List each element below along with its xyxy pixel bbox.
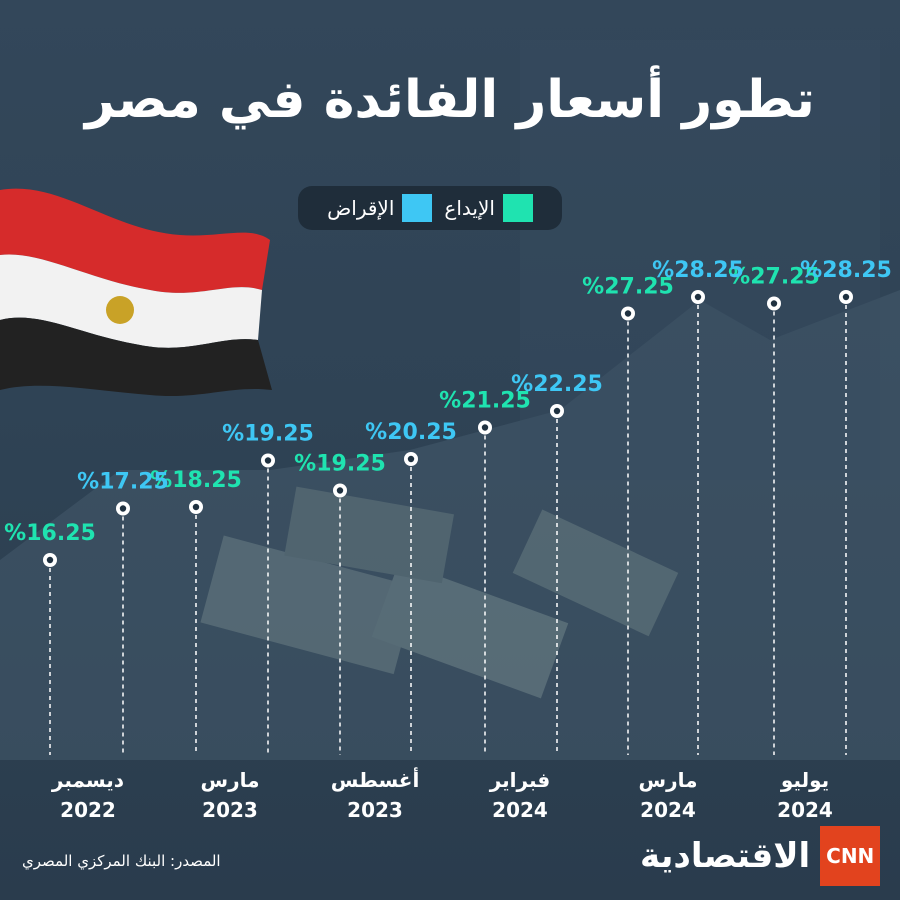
data-point-center: [624, 310, 632, 317]
tick-year: 2022: [60, 798, 116, 822]
data-point-center: [264, 457, 272, 464]
data-label: %28.25: [800, 258, 892, 283]
data-label: %19.25: [222, 422, 314, 447]
data-point-center: [336, 487, 344, 494]
tick-year: 2024: [492, 798, 548, 822]
data-label: %27.25: [728, 265, 820, 290]
tick-year: 2024: [777, 798, 833, 822]
egypt-flag-icon: [0, 188, 272, 397]
tick-month: مارس: [638, 768, 698, 792]
data-point-center: [842, 293, 850, 301]
data-label: %20.25: [365, 420, 457, 445]
legend: الإقراض الإيداع: [298, 186, 562, 230]
building-silhouette: [520, 40, 880, 480]
tick-month: مارس: [200, 768, 260, 792]
data-point-center: [192, 503, 200, 511]
x-tick-label: مارس 2023: [170, 765, 290, 825]
data-label: %17.25: [77, 470, 169, 495]
data-label: %19.25: [294, 452, 386, 477]
legend-swatch-deposit: [502, 194, 533, 222]
data-label: %22.25: [511, 372, 603, 397]
tick-month: يوليو: [780, 768, 830, 792]
legend-label-lending: الإقراض: [327, 196, 395, 220]
tick-year: 2024: [640, 798, 696, 822]
legend-item-deposit: الإيداع: [444, 194, 533, 222]
logo-name: الاقتصادية: [640, 836, 811, 876]
x-tick-label: فبراير 2024: [460, 765, 580, 825]
data-label: %18.25: [150, 468, 242, 493]
data-label: %27.25: [582, 275, 674, 300]
x-tick-label: مارس 2024: [608, 765, 728, 825]
money-stacks-image: [200, 486, 679, 699]
x-tick-label: ديسمبر 2022: [28, 765, 148, 825]
legend-label-deposit: الإيداع: [444, 196, 495, 220]
data-label: %16.25: [4, 521, 96, 546]
data-label: %21.25: [439, 389, 531, 414]
tick-year: 2023: [202, 798, 258, 822]
data-point-center: [46, 556, 54, 564]
data-point-center: [694, 293, 702, 301]
source-note: المصدر: البنك المركزي المصري: [22, 852, 221, 870]
page-title: تطور أسعار الفائدة في مصر: [85, 70, 815, 130]
legend-swatch-lending: [402, 194, 433, 222]
logo: الاقتصادية CNN: [640, 826, 881, 886]
data-point-center: [407, 455, 415, 463]
tick-year: 2023: [347, 798, 403, 822]
data-point-center: [481, 424, 489, 431]
data-label: %28.25: [652, 258, 744, 283]
tick-month: فبراير: [489, 768, 551, 792]
x-tick-label: يوليو 2024: [745, 765, 865, 825]
tick-month: أغسطس: [330, 768, 420, 792]
cnn-logo: CNN: [820, 826, 881, 886]
legend-item-lending: الإقراض: [327, 194, 433, 222]
data-point-center: [770, 300, 778, 307]
data-point-center: [553, 407, 561, 415]
x-tick-label: أغسطس 2023: [315, 765, 435, 825]
tick-month: ديسمبر: [51, 768, 125, 792]
data-point-center: [119, 505, 127, 512]
